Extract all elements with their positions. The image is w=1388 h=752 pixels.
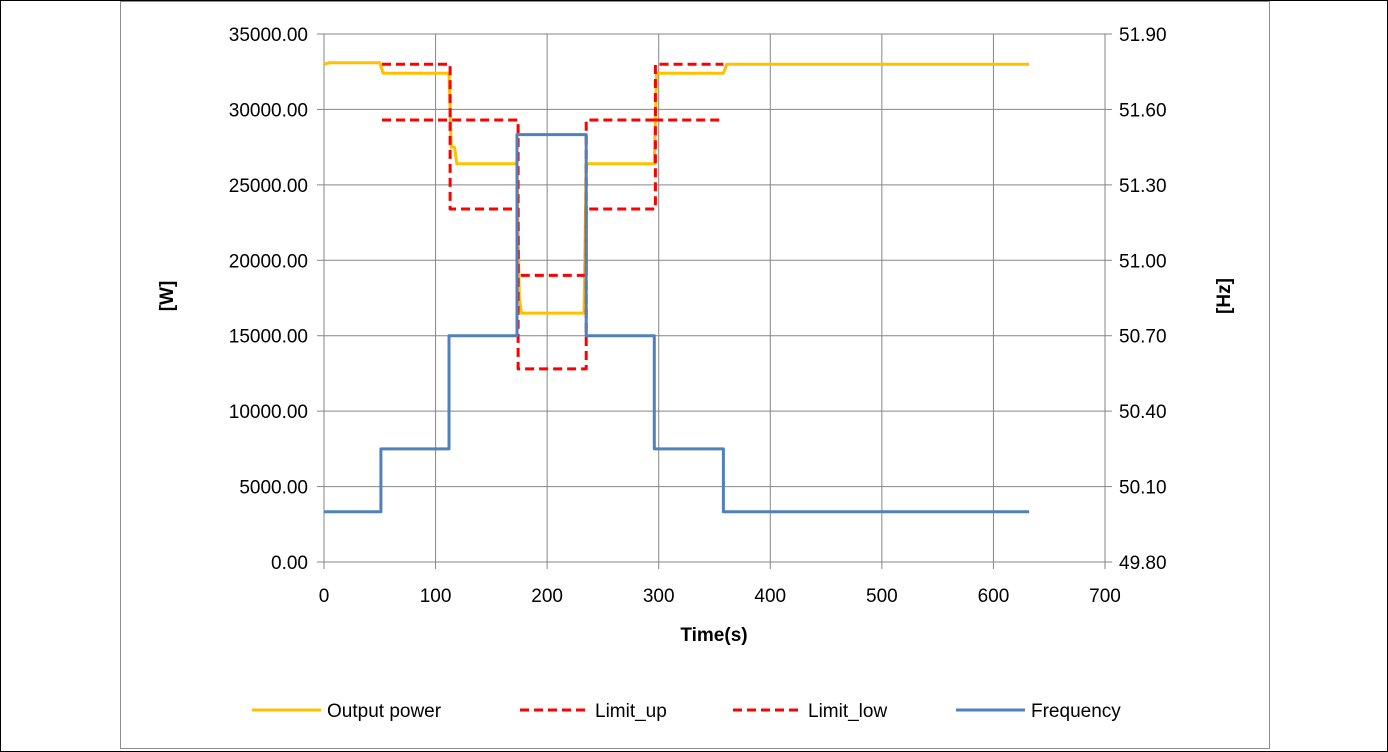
- y-right-tick-label: 51.60: [1119, 100, 1167, 121]
- y-left-tick-label: 0.00: [271, 553, 308, 574]
- y-left-tick-label: 35000.00: [229, 25, 308, 46]
- x-axis-title: Time(s): [680, 625, 747, 646]
- x-tick-label: 200: [531, 586, 563, 607]
- y-left-tick-label: 25000.00: [229, 176, 308, 197]
- y-right-tick-label: 50.40: [1119, 402, 1167, 423]
- series-line-output-power: [323, 61, 1030, 315]
- legend: Output power Limit_up Limit_low Frequency: [252, 701, 1121, 722]
- gridlines: [317, 33, 1112, 569]
- y-right-tick-label: 49.80: [1119, 553, 1167, 574]
- y-right-tick-label: 51.90: [1119, 25, 1167, 46]
- y-right-tick-label: 51.30: [1119, 176, 1167, 197]
- series-line-frequency: [324, 133, 1030, 514]
- x-tick-label: 300: [643, 586, 675, 607]
- x-tick-label: 700: [1089, 586, 1121, 607]
- tick-labels: 0.00 49.80 5000.00 50.10 10000.00 50.40 15000.…: [229, 25, 1167, 607]
- legend-label: Output power: [327, 701, 442, 722]
- series-line-limit-low: [382, 118, 724, 371]
- legend-label: Limit_low: [808, 701, 887, 722]
- y-axis-left-title: [W]: [157, 281, 178, 312]
- y-right-tick-label: 51.00: [1119, 251, 1167, 272]
- legend-label: Limit_up: [595, 701, 667, 722]
- y-left-tick-label: 10000.00: [229, 402, 308, 423]
- x-tick-label: 600: [978, 586, 1010, 607]
- legend-label: Frequency: [1031, 701, 1121, 722]
- chart-area: [120, 1, 1270, 749]
- y-right-tick-label: 50.70: [1119, 327, 1167, 348]
- y-left-tick-label: 5000.00: [239, 478, 308, 499]
- series-lines: [323, 61, 1030, 514]
- y-left-tick-label: 15000.00: [229, 327, 308, 348]
- y-right-tick-label: 50.10: [1119, 478, 1167, 499]
- x-tick-label: 500: [866, 586, 898, 607]
- x-tick-label: 400: [754, 586, 786, 607]
- y-left-tick-label: 20000.00: [229, 251, 308, 272]
- x-tick-label: 100: [420, 586, 452, 607]
- y-left-tick-label: 30000.00: [229, 100, 308, 121]
- series-line-limit-up: [382, 62, 724, 277]
- y-axis-right-title: [Hz]: [1214, 278, 1235, 314]
- x-tick-label: 0: [319, 586, 330, 607]
